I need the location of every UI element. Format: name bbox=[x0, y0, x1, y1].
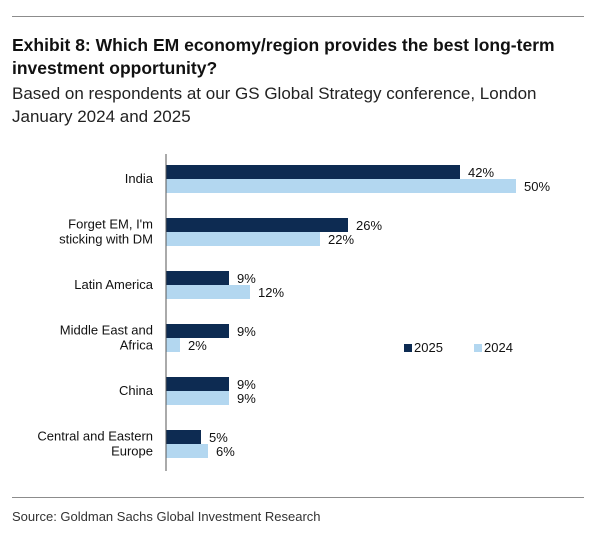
source-note: Source: Goldman Sachs Global Investment … bbox=[12, 509, 321, 524]
chart-title: Exhibit 8: Which EM economy/region provi… bbox=[12, 35, 555, 78]
bar-2025 bbox=[166, 430, 201, 444]
category-label-line: India bbox=[125, 171, 154, 186]
category-label: India bbox=[125, 171, 154, 186]
bar-2024 bbox=[166, 232, 320, 246]
data-label-2024: 6% bbox=[216, 444, 235, 459]
bar-2024 bbox=[166, 444, 208, 458]
data-label-2025: 42% bbox=[468, 165, 494, 180]
bar-2025 bbox=[166, 324, 229, 338]
bar-2025 bbox=[166, 165, 460, 179]
data-label-2025: 9% bbox=[237, 324, 256, 339]
data-label-2025: 26% bbox=[356, 218, 382, 233]
data-label-2024: 22% bbox=[328, 232, 354, 247]
bar-2025 bbox=[166, 218, 348, 232]
category-label-line: China bbox=[119, 383, 154, 398]
bar-2024 bbox=[166, 391, 229, 405]
category-label: Central and Eastern Europe bbox=[37, 429, 153, 459]
data-label-2024: 50% bbox=[524, 179, 550, 194]
category-label: Forget EM, I'm sticking with DM bbox=[59, 217, 153, 247]
bottom-rule bbox=[12, 497, 584, 498]
bar-2025 bbox=[166, 377, 229, 391]
bar-2024 bbox=[166, 285, 250, 299]
category-label: China bbox=[119, 383, 154, 398]
data-label-2025: 9% bbox=[237, 271, 256, 286]
data-label-2024: 12% bbox=[258, 285, 284, 300]
legend-swatch-2024 bbox=[474, 344, 482, 352]
legend-swatch-2025 bbox=[404, 344, 412, 352]
category-label-line: Africa bbox=[120, 338, 154, 353]
chart-subtitle: Based on respondents at our GS Global St… bbox=[12, 84, 537, 126]
data-label-2024: 9% bbox=[237, 391, 256, 406]
category-label-line: sticking with DM bbox=[59, 232, 153, 247]
data-label-2025: 9% bbox=[237, 377, 256, 392]
top-rule bbox=[12, 16, 584, 17]
category-label: Middle East and Africa bbox=[60, 323, 154, 353]
category-label-line: Forget EM, I'm bbox=[68, 217, 153, 232]
bar-chart: India 42% 50% Forget EM, I'm sticking with D… bbox=[37, 154, 550, 471]
category-label-line: Middle East and bbox=[60, 323, 153, 338]
category-label-line: Latin America bbox=[74, 277, 154, 292]
legend-label-2024: 2024 bbox=[484, 340, 513, 355]
legend-label-2025: 2025 bbox=[414, 340, 443, 355]
bar-2024 bbox=[166, 338, 180, 352]
bar-2024 bbox=[166, 179, 516, 193]
category-label: Latin America bbox=[74, 277, 154, 292]
data-label-2025: 5% bbox=[209, 430, 228, 445]
category-label-line: Central and Eastern bbox=[37, 429, 153, 444]
bar-2025 bbox=[166, 271, 229, 285]
data-label-2024: 2% bbox=[188, 338, 207, 353]
category-label-line: Europe bbox=[111, 444, 153, 459]
